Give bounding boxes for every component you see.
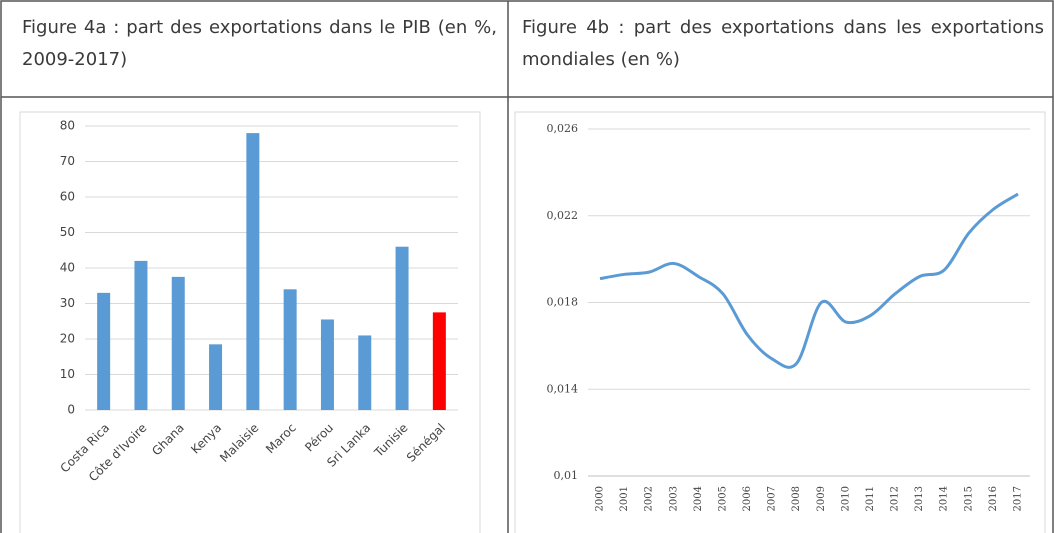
y-tick-label: 10 <box>60 367 75 381</box>
x-tick-label: 2009 <box>816 486 827 511</box>
x-tick-label: 2017 <box>1013 486 1024 511</box>
x-tick-label: 2011 <box>865 486 876 511</box>
bar <box>171 276 185 410</box>
bar <box>283 289 297 410</box>
chart-frame-4b <box>514 111 1046 533</box>
y-tick-label: 20 <box>60 332 75 346</box>
bar <box>358 335 372 410</box>
x-tick-label: 2004 <box>693 486 704 511</box>
y-tick-label: 0,018 <box>547 296 579 309</box>
title-4a: Figure 4a : part des exportations dans l… <box>22 17 497 70</box>
x-tick-label: 2003 <box>668 486 679 511</box>
bar <box>320 319 334 410</box>
line-series <box>599 192 1019 369</box>
x-tick-label: 2007 <box>767 486 778 511</box>
x-tick-label: Ghana <box>149 421 187 459</box>
x-tick-label: 2006 <box>742 486 753 511</box>
x-tick-label: 2005 <box>717 486 728 511</box>
y-tick-label: 60 <box>60 190 75 204</box>
x-tick-label: Malaisie <box>217 421 261 465</box>
x-tick-label: Maroc <box>263 421 299 457</box>
y-tick-label: 0,022 <box>547 209 579 222</box>
y-tick-label: 40 <box>60 261 75 275</box>
x-tick-label: 2000 <box>595 486 606 511</box>
x-tick-label: 2001 <box>619 486 630 511</box>
bar <box>246 133 260 410</box>
y-tick-label: 0,014 <box>547 382 579 395</box>
y-tick-label: 30 <box>60 296 75 310</box>
x-tick-label: 2010 <box>840 486 851 511</box>
y-tick-label: 0,01 <box>554 469 579 482</box>
y-tick-label: 0 <box>67 403 75 417</box>
bar <box>97 292 111 410</box>
x-tick-label: Kenya <box>188 421 224 457</box>
y-tick-label: 80 <box>60 119 75 133</box>
x-tick-label: 2014 <box>939 486 950 511</box>
x-tick-label: Pérou <box>302 421 336 455</box>
bar <box>134 260 148 410</box>
x-tick-label: 2016 <box>988 486 999 511</box>
chart-frame-4a <box>19 111 481 533</box>
bar <box>395 246 409 410</box>
y-tick-label: 0,026 <box>547 122 579 135</box>
x-tick-label: 2012 <box>890 486 901 511</box>
title-4b: Figure 4b : part des exportations dans l… <box>522 17 1044 70</box>
x-tick-label: 2008 <box>791 486 802 511</box>
y-tick-label: 70 <box>60 154 75 168</box>
bar <box>209 344 223 410</box>
x-tick-label: 2002 <box>644 486 655 511</box>
x-tick-label: Sénégal <box>404 421 448 465</box>
bar <box>432 312 446 410</box>
x-tick-label: 2015 <box>963 486 974 511</box>
x-tick-label: 2013 <box>914 486 925 511</box>
y-tick-label: 50 <box>60 225 75 239</box>
